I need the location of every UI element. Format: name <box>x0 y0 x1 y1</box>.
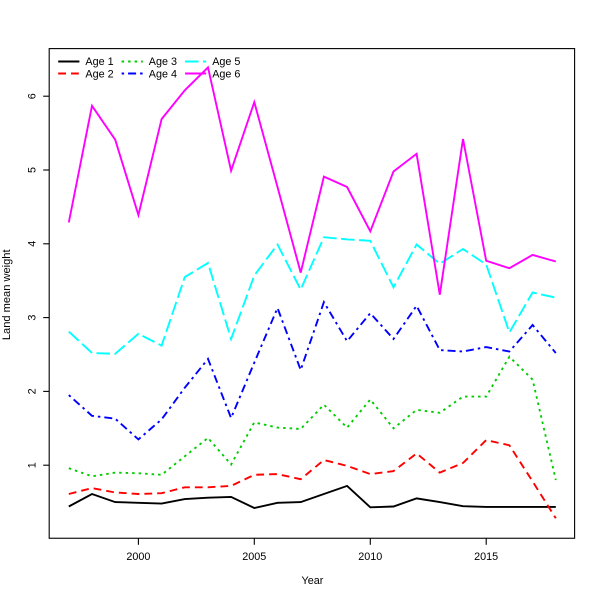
svg-text:Year: Year <box>301 575 323 587</box>
svg-text:3: 3 <box>26 315 38 321</box>
svg-text:2005: 2005 <box>242 551 266 563</box>
svg-text:Age 3: Age 3 <box>149 56 177 68</box>
svg-text:1: 1 <box>26 462 38 468</box>
svg-text:6: 6 <box>26 93 38 99</box>
svg-text:2000: 2000 <box>126 551 150 563</box>
svg-text:2015: 2015 <box>474 551 498 563</box>
svg-text:Age 1: Age 1 <box>85 56 113 68</box>
svg-text:Age 5: Age 5 <box>212 56 240 68</box>
svg-text:2: 2 <box>26 388 38 394</box>
svg-text:2010: 2010 <box>358 551 382 563</box>
svg-text:Age 2: Age 2 <box>85 68 113 80</box>
svg-text:5: 5 <box>26 167 38 173</box>
svg-text:Land mean weight: Land mean weight <box>1 249 13 340</box>
svg-text:Age 4: Age 4 <box>149 68 177 80</box>
svg-text:Age 6: Age 6 <box>212 68 240 80</box>
svg-text:4: 4 <box>26 241 38 247</box>
